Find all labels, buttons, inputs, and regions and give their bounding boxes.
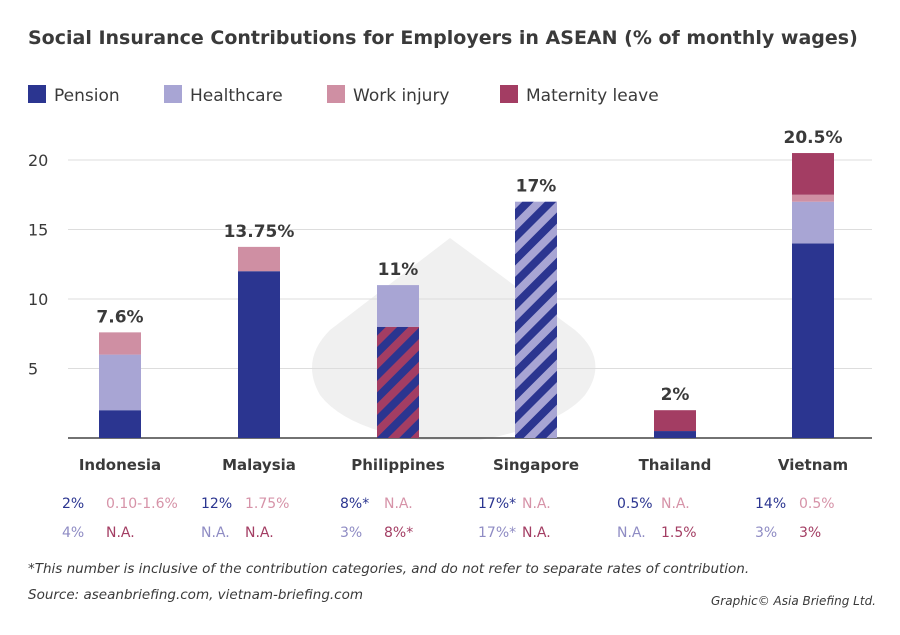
bar-group-vietnam	[792, 153, 834, 438]
rate-cell-singapore: 17%* N.A. 17%* N.A.	[478, 496, 551, 541]
bar-indonesia-pension	[99, 410, 141, 438]
source-note: Source: aseanbriefing.com, vietnam-brief…	[28, 587, 363, 603]
bar-group-philippines	[377, 285, 419, 438]
bar-philippines-healthcare	[377, 285, 419, 327]
legend: Pension Healthcare Work injury Maternity le…	[28, 85, 659, 106]
bar-vietnam-healthcare	[792, 202, 834, 244]
rate-vietnam-maternity: 3%	[799, 525, 821, 541]
legend-item-maternity-leave: Maternity leave	[500, 85, 659, 106]
x-label-vietnam: Vietnam	[778, 456, 848, 474]
chart-title: Social Insurance Contributions for Emplo…	[28, 27, 858, 49]
bar-vietnam-maternity-leave	[792, 153, 834, 195]
rate-malaysia-healthcare: N.A.	[201, 525, 230, 541]
y-tick-15: 15	[28, 221, 48, 240]
legend-label-pension: Pension	[54, 86, 120, 106]
rate-malaysia-pension: 12%	[201, 496, 232, 512]
y-tick-5: 5	[28, 360, 38, 379]
x-label-singapore: Singapore	[493, 456, 579, 474]
rate-indonesia-work-injury: 0.10-1.6%	[106, 496, 178, 512]
bar-philippines-combined	[377, 327, 419, 438]
rate-malaysia-maternity: N.A.	[245, 525, 274, 541]
bar-vietnam-work-injury	[792, 195, 834, 202]
y-tick-20: 20	[28, 151, 48, 170]
legend-swatch-healthcare	[164, 85, 182, 103]
rate-thailand-pension: 0.5%	[617, 496, 653, 512]
total-label-indonesia: 7.6%	[96, 307, 143, 327]
bar-malaysia-pension	[238, 271, 280, 438]
rate-vietnam-healthcare: 3%	[755, 525, 777, 541]
rate-cell-malaysia: 12% 1.75% N.A. N.A.	[201, 496, 289, 541]
rate-malaysia-work-injury: 1.75%	[245, 496, 289, 512]
bar-vietnam-pension	[792, 243, 834, 438]
bar-indonesia-healthcare	[99, 355, 141, 411]
x-label-thailand: Thailand	[639, 456, 712, 474]
rate-vietnam-pension: 14%	[755, 496, 786, 512]
legend-label-healthcare: Healthcare	[190, 86, 283, 106]
rate-indonesia-pension: 2%	[62, 496, 84, 512]
rate-thailand-healthcare: N.A.	[617, 525, 646, 541]
chart: Social Insurance Contributions for Emplo…	[0, 0, 900, 635]
credit-note: Graphic© Asia Briefing Ltd.	[711, 594, 876, 608]
rate-cell-vietnam: 14% 0.5% 3% 3%	[755, 496, 835, 541]
rate-cell-philippines: 8%* N.A. 3% 8%*	[340, 496, 413, 541]
legend-item-work-injury: Work injury	[327, 85, 450, 106]
rate-table: 2% 0.10-1.6% 4% N.A. 12% 1.75% N.A. N.A. 8%* N.A.…	[62, 496, 835, 541]
legend-item-pension: Pension	[28, 85, 120, 106]
legend-swatch-maternity-leave	[500, 85, 518, 103]
y-tick-10: 10	[28, 290, 48, 309]
rate-philippines-maternity: 8%*	[384, 525, 413, 541]
total-label-philippines: 11%	[378, 260, 419, 280]
legend-swatch-pension	[28, 85, 46, 103]
total-label-malaysia: 13.75%	[224, 222, 295, 242]
rate-vietnam-work-injury: 0.5%	[799, 496, 835, 512]
rate-thailand-work-injury: N.A.	[661, 496, 690, 512]
bar-singapore-combined	[515, 202, 557, 438]
x-label-malaysia: Malaysia	[222, 456, 296, 474]
bar-indonesia-work-injury	[99, 332, 141, 354]
rate-philippines-pension: 8%*	[340, 496, 369, 512]
bar-group-thailand	[654, 410, 696, 438]
rate-cell-thailand: 0.5% N.A. N.A. 1.5%	[617, 496, 697, 541]
bar-malaysia-work-injury	[238, 247, 280, 271]
rate-thailand-maternity: 1.5%	[661, 525, 697, 541]
rate-singapore-pension: 17%*	[478, 496, 516, 512]
bar-group-malaysia	[238, 247, 280, 438]
x-label-philippines: Philippines	[351, 456, 445, 474]
total-label-vietnam: 20.5%	[784, 128, 843, 148]
footnote: *This number is inclusive of the contrib…	[28, 561, 749, 577]
bar-thailand-pension	[654, 431, 696, 438]
total-label-thailand: 2%	[661, 385, 690, 405]
rate-indonesia-maternity: N.A.	[106, 525, 135, 541]
legend-item-healthcare: Healthcare	[164, 85, 283, 106]
total-label-singapore: 17%	[516, 177, 557, 197]
rate-philippines-healthcare: 3%	[340, 525, 362, 541]
rate-singapore-healthcare: 17%*	[478, 525, 516, 541]
rate-indonesia-healthcare: 4%	[62, 525, 84, 541]
x-label-indonesia: Indonesia	[79, 456, 161, 474]
bar-thailand-maternity-leave	[654, 410, 696, 431]
legend-swatch-work-injury	[327, 85, 345, 103]
rate-cell-indonesia: 2% 0.10-1.6% 4% N.A.	[62, 496, 178, 541]
rate-singapore-maternity: N.A.	[522, 525, 551, 541]
rate-singapore-work-injury: N.A.	[522, 496, 551, 512]
x-axis-categories: Indonesia Malaysia Philippines Singapore Tha…	[79, 456, 848, 474]
rate-philippines-work-injury: N.A.	[384, 496, 413, 512]
bar-group-singapore	[515, 202, 557, 438]
bar-group-indonesia	[99, 332, 141, 438]
legend-label-work-injury: Work injury	[353, 86, 450, 106]
y-axis-ticks: 5 10 15 20	[28, 151, 48, 379]
legend-label-maternity-leave: Maternity leave	[526, 86, 659, 106]
